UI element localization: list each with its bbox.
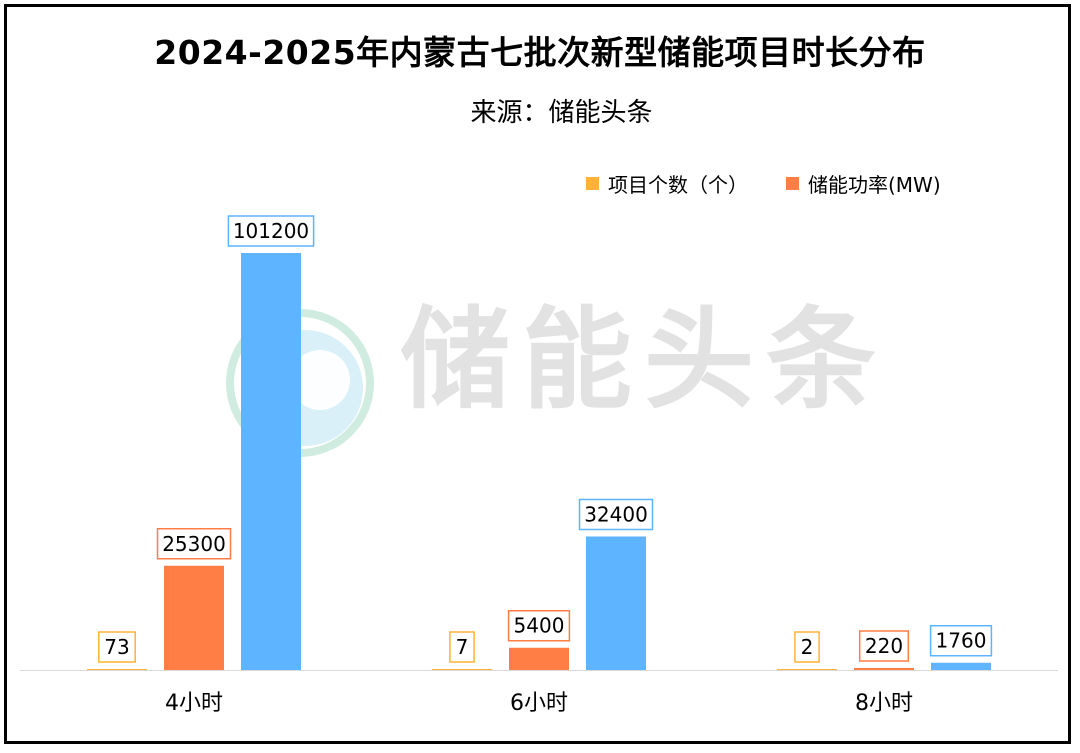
data-label-box-2-2	[929, 624, 993, 657]
bar-2-0	[777, 669, 837, 670]
data-label-1-0: 7	[456, 635, 469, 659]
chart-legend: 项目个数（个） 储能功率(MW)	[586, 169, 979, 198]
legend-swatch-power	[786, 176, 799, 190]
data-label-box-2-0	[794, 631, 820, 663]
chart-title: 2024-2025年内蒙古七批次新型储能项目时长分布	[154, 33, 926, 72]
bar-1-1	[509, 647, 569, 670]
data-label-box-2-1	[858, 630, 910, 662]
legend-label-projects: 项目个数（个）	[608, 172, 748, 197]
bar-2-1	[854, 668, 914, 670]
data-label-box-1-0	[449, 631, 475, 663]
legend-label-power: 储能功率(MW)	[808, 172, 941, 197]
bar-0-0	[87, 669, 147, 670]
chart-subtitle: 来源：储能头条	[470, 98, 653, 128]
data-label-0-1: 25300	[162, 532, 226, 556]
bar-1-0	[432, 669, 492, 670]
data-label-1-2: 32400	[584, 502, 648, 526]
bar-0-1	[164, 565, 224, 670]
legend-item-power: 储能功率(MW)	[786, 169, 941, 198]
data-label-1-1: 5400	[514, 614, 565, 638]
data-label-box-0-0	[98, 631, 136, 663]
data-label-box-0-2	[227, 215, 315, 247]
bar-2-2	[931, 662, 991, 670]
legend-item-projects: 项目个数（个）	[586, 169, 748, 198]
data-label-box-1-1	[507, 609, 571, 642]
legend-swatch-projects	[586, 176, 599, 190]
data-label-0-0: 73	[104, 635, 129, 659]
data-label-box-0-1	[156, 528, 232, 560]
bar-1-2	[586, 536, 646, 670]
data-label-2-2: 1760	[936, 629, 987, 653]
x-tick-label-0: 4小时	[165, 691, 223, 716]
data-label-2-0: 2	[801, 635, 814, 659]
data-label-2-1: 220	[865, 634, 903, 658]
data-label-box-1-2	[578, 498, 654, 531]
x-tick-label-1: 6小时	[510, 691, 568, 716]
x-tick-label-2: 8小时	[855, 691, 913, 716]
bar-0-2	[241, 253, 301, 670]
data-label-0-2: 101200	[233, 219, 309, 243]
